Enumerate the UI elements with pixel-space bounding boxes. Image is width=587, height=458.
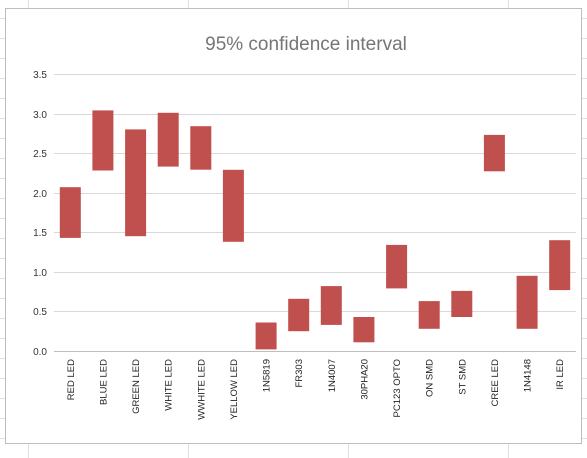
y-tick-label: 1.0 [33,268,47,279]
y-tick-label: 2.5 [33,149,47,160]
x-category-label: ON SMD [425,359,436,397]
y-axis-tick-labels: 0.0 0.5 1.0 1.5 2.0 2.5 3.0 3.5 [33,70,47,358]
range-bar [483,134,505,172]
range-bar [451,290,473,317]
range-bar [516,275,538,329]
chart-svg: 95% confidence interval 0.0 0.5 1.0 1.5 2.0 2… [33,34,576,420]
x-category-label: IR LED [555,359,566,390]
chart-container[interactable]: 95% confidence interval 0.0 0.5 1.0 1.5 2.0 2… [5,8,582,444]
y-tick-label: 1.5 [33,228,47,239]
range-bar [353,317,375,343]
x-category-label: GREEN LED [131,359,142,414]
x-category-label: FR303 [294,359,305,388]
range-bar [125,129,147,237]
x-category-label: YELLOW LED [229,359,240,420]
x-category-label: ST SMD [457,359,468,395]
y-tick-label: 3.5 [33,70,47,81]
x-category-label: CREE LED [490,359,501,407]
x-category-label: PC123 OPTO [392,359,403,417]
chart-title: 95% confidence interval [205,34,407,55]
x-category-label: BLUE LED [98,359,109,405]
range-bar [222,169,244,242]
x-axis-category-labels: RED LED BLUE LED GREEN LED WHITE LED WWHITE … [66,359,566,420]
x-category-label: 30PHA20 [359,359,370,400]
y-tick-label: 0.5 [33,307,47,318]
x-category-label: WHITE LED [164,359,175,411]
range-bar [255,322,277,350]
y-tick-label: 3.0 [33,110,47,121]
y-tick-label: 2.0 [33,189,47,200]
y-tick-label: 0.0 [33,347,47,358]
range-bar [92,110,114,171]
range-bar [288,298,310,332]
range-bar [549,240,571,291]
x-category-label: WWHITE LED [196,359,207,420]
range-bar [386,244,408,289]
range-bar [190,126,212,170]
range-bar [59,187,81,238]
x-category-label: 1N5819 [262,359,273,392]
range-bar [157,112,179,167]
x-category-label: 1N4007 [327,359,338,392]
x-category-label: 1N4148 [523,359,534,392]
range-bars [59,110,571,350]
x-category-label: RED LED [66,359,77,400]
range-bar [418,301,440,329]
range-bar [320,286,342,325]
